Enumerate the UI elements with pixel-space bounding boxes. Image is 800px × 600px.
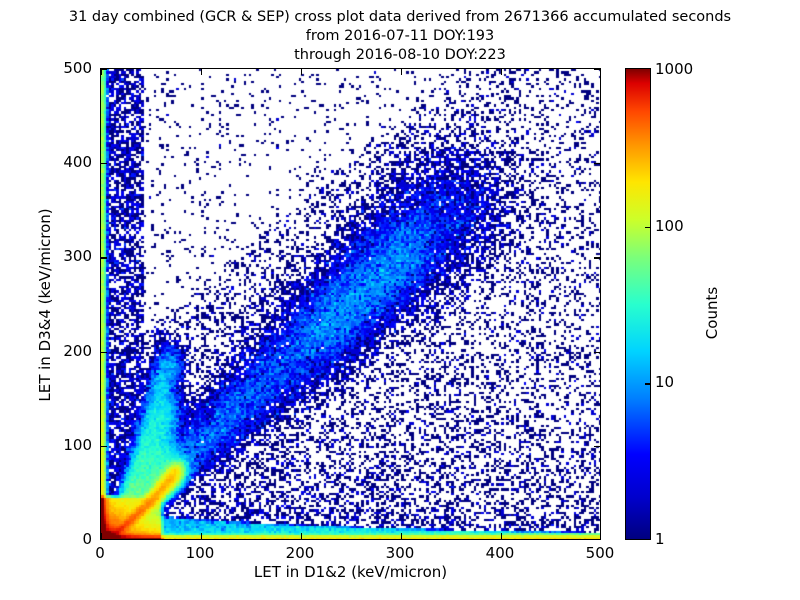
x-ticklabel-0: 0 [95, 544, 105, 562]
x-tick-200 [301, 533, 303, 539]
x-ticklabel-500: 500 [585, 544, 615, 562]
colorbar-ticklabel-1: 1 [655, 530, 665, 548]
y-tick-right-100 [594, 445, 600, 448]
colorbar-gradient [626, 69, 650, 539]
colorbar-ticklabel-1000: 1000 [655, 60, 694, 78]
y-tick-right-300 [594, 257, 600, 259]
y-tick-right-400 [594, 163, 600, 165]
y-ticklabel-200: 200 [63, 341, 92, 360]
y-ticklabel-100: 100 [63, 435, 92, 454]
plot-axes-frame [100, 68, 601, 540]
x-ticklabel-400: 400 [485, 544, 515, 562]
x-tick-0 [101, 533, 103, 539]
x-ticklabel-100: 100 [185, 544, 215, 562]
colorbar-ticklabel-100: 100 [655, 216, 684, 235]
y-tick-300 [101, 257, 107, 259]
colorbar [625, 68, 651, 540]
y-tick-200 [101, 351, 107, 353]
x-tick-top-400 [501, 69, 503, 75]
y-ticklabel-400: 400 [63, 153, 92, 172]
x-tick-top-200 [301, 69, 303, 75]
y-tick-100 [101, 445, 107, 448]
title-line-2: from 2016-07-11 DOY:193 [305, 28, 495, 45]
chart-title: 31 day combined (GCR & SEP) cross plot d… [0, 8, 800, 65]
colorbar-ticklabel-10: 10 [655, 373, 675, 392]
y-tick-right-500 [594, 69, 600, 71]
colorbar-label: Counts [703, 286, 721, 340]
y-ticklabel-300: 300 [63, 247, 92, 266]
y-ticklabel-0: 0 [82, 530, 92, 548]
x-tick-top-300 [401, 69, 403, 75]
x-ticklabel-200: 200 [285, 544, 315, 562]
colorbar-tick-10 [645, 383, 650, 385]
x-tick-top-0 [101, 69, 103, 75]
y-ticklabel-500: 500 [63, 59, 92, 77]
x-tick-100 [201, 533, 203, 539]
x-axis-label: LET in D1&2 (keV/micron) [253, 563, 448, 581]
y-tick-400 [101, 163, 107, 165]
colorbar-tick-100 [645, 226, 650, 229]
x-ticklabel-300: 300 [385, 544, 415, 562]
y-axis-label: LET in D3&4 (keV/micron) [36, 208, 54, 402]
x-tick-400 [501, 533, 503, 539]
y-tick-500 [101, 69, 107, 71]
y-tick-right-200 [594, 351, 600, 353]
title-line-1: 31 day combined (GCR & SEP) cross plot d… [68, 9, 732, 25]
x-tick-top-100 [201, 69, 203, 75]
x-tick-300 [401, 533, 403, 539]
title-line-3: through 2016-08-10 DOY:223 [294, 47, 506, 64]
scatter-density-plot-area [101, 69, 600, 539]
